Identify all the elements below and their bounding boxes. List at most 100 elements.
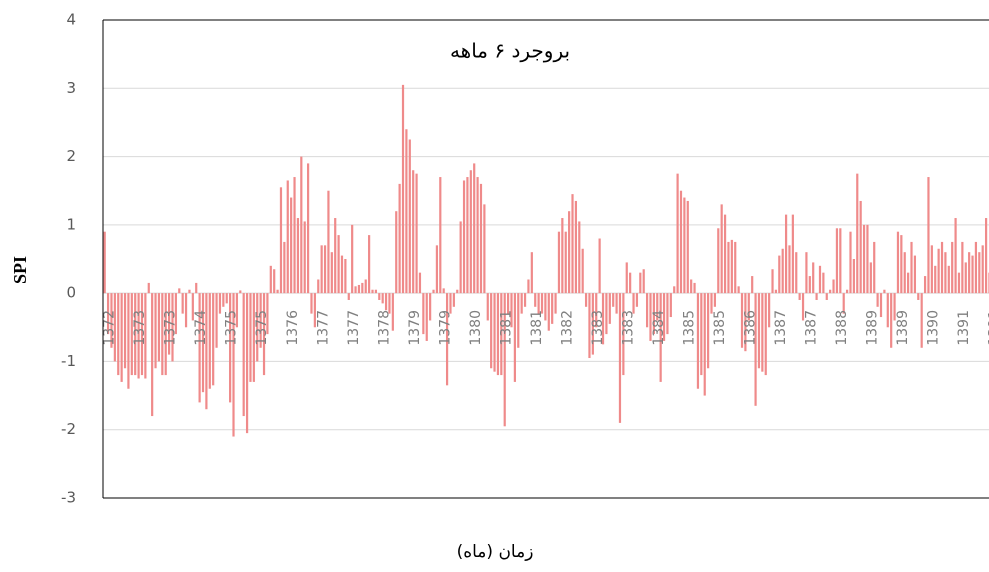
x-tick-label: 1379 bbox=[407, 310, 423, 346]
bar bbox=[761, 293, 764, 372]
bar bbox=[442, 288, 445, 294]
bar bbox=[934, 265, 937, 294]
bar bbox=[462, 180, 466, 294]
bar bbox=[971, 255, 974, 294]
bar bbox=[510, 293, 513, 328]
bar bbox=[957, 272, 961, 294]
bar bbox=[893, 293, 896, 321]
bar bbox=[486, 293, 489, 321]
bar bbox=[123, 293, 127, 369]
bar bbox=[354, 286, 357, 294]
x-tick-label: 1389 bbox=[864, 310, 880, 346]
bar bbox=[384, 293, 388, 311]
bar bbox=[534, 293, 537, 307]
bar bbox=[727, 241, 730, 294]
bar bbox=[415, 173, 418, 294]
bar bbox=[174, 293, 177, 335]
bar bbox=[134, 293, 137, 376]
bar bbox=[801, 293, 805, 321]
bar bbox=[744, 293, 747, 352]
x-tick-label: 1377 bbox=[315, 310, 331, 346]
bar bbox=[137, 293, 140, 379]
bar bbox=[110, 293, 113, 348]
bar bbox=[683, 197, 686, 294]
bar bbox=[229, 293, 232, 403]
x-tick-label: 1384 bbox=[651, 310, 667, 346]
bar bbox=[608, 293, 611, 324]
bar bbox=[866, 224, 869, 294]
bar bbox=[903, 252, 906, 294]
x-tick-label: 1388 bbox=[834, 310, 850, 346]
bar bbox=[659, 293, 662, 382]
bar bbox=[584, 293, 588, 307]
bar bbox=[395, 211, 398, 294]
x-tick-label: 1385 bbox=[681, 310, 697, 346]
bar bbox=[974, 241, 978, 294]
bar bbox=[378, 293, 381, 300]
bar bbox=[527, 279, 530, 294]
bar bbox=[456, 289, 459, 294]
bar bbox=[303, 221, 306, 294]
bar bbox=[873, 241, 876, 294]
bar bbox=[212, 293, 215, 386]
bar bbox=[500, 293, 503, 376]
bar bbox=[964, 262, 967, 294]
bar bbox=[327, 190, 330, 294]
bar bbox=[425, 293, 428, 341]
bar bbox=[368, 235, 371, 294]
bar bbox=[791, 214, 794, 294]
bar bbox=[120, 293, 123, 382]
bar bbox=[788, 245, 791, 294]
x-tick-label: 1389 bbox=[895, 310, 911, 346]
y-tick-label: 3 bbox=[66, 79, 76, 97]
bar bbox=[635, 293, 639, 307]
bar bbox=[483, 204, 486, 294]
bar bbox=[530, 252, 533, 294]
bar bbox=[201, 293, 205, 393]
bar bbox=[781, 248, 784, 294]
bar bbox=[639, 272, 642, 294]
bar bbox=[178, 288, 181, 294]
x-tick-label: 1373 bbox=[132, 310, 148, 346]
bar bbox=[103, 231, 106, 294]
bar bbox=[700, 293, 703, 376]
bar bbox=[493, 293, 496, 372]
bar bbox=[503, 293, 506, 427]
bar bbox=[720, 204, 723, 294]
bar bbox=[476, 177, 479, 294]
bar bbox=[757, 293, 761, 369]
bar bbox=[649, 293, 652, 341]
bar bbox=[910, 241, 913, 294]
bar bbox=[520, 293, 523, 314]
bar bbox=[239, 290, 242, 294]
x-tick-label: 1383 bbox=[590, 310, 606, 346]
bar bbox=[106, 293, 110, 335]
bar bbox=[561, 218, 564, 294]
x-tick-label: 1376 bbox=[285, 310, 301, 346]
bar bbox=[693, 282, 696, 294]
bar bbox=[686, 200, 689, 294]
x-tick-label: 1381 bbox=[498, 310, 514, 346]
bar bbox=[618, 293, 622, 423]
bar bbox=[517, 293, 520, 348]
bar bbox=[815, 293, 818, 300]
bar bbox=[679, 190, 683, 294]
x-tick-label: 1382 bbox=[559, 310, 575, 346]
bar bbox=[361, 282, 364, 294]
bar bbox=[140, 293, 144, 376]
bar bbox=[747, 293, 750, 321]
bar bbox=[452, 293, 455, 307]
bar bbox=[181, 293, 184, 314]
bar bbox=[978, 252, 981, 294]
y-tick-label: -1 bbox=[61, 352, 76, 370]
bar bbox=[113, 293, 116, 362]
bar bbox=[703, 293, 706, 396]
x-tick-label: 1381 bbox=[529, 310, 545, 346]
bar bbox=[883, 289, 886, 294]
bar bbox=[351, 224, 354, 294]
x-tick-label: 1377 bbox=[346, 310, 362, 346]
bar bbox=[856, 173, 859, 294]
bar bbox=[249, 293, 252, 382]
bar bbox=[923, 276, 927, 294]
